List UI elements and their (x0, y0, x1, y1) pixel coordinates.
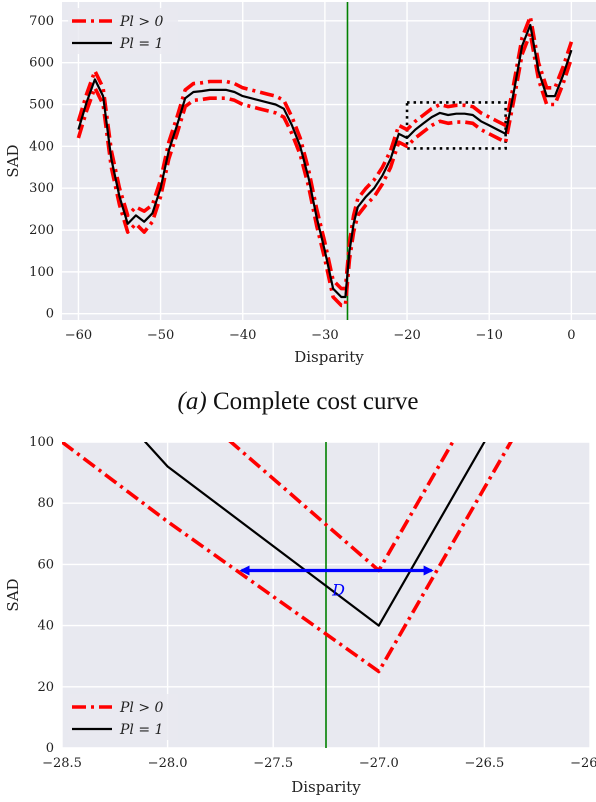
x-tick-label: −20 (393, 328, 420, 343)
arrow-label: D (331, 581, 345, 600)
legend: Pl > 0 Pl = 1 (68, 8, 178, 54)
series-line-pl-gt-0 (76, 31, 574, 308)
y-tick-label: 0 (46, 307, 54, 322)
y-tick-label: 200 (29, 223, 54, 238)
plot-content (76, 2, 574, 320)
y-tick-label: 400 (29, 139, 54, 154)
legend-label-pl-gt-0: Pl > 0 (119, 700, 164, 716)
x-tick-label: −27.5 (253, 756, 293, 771)
y-tick-label: 100 (29, 435, 54, 450)
caption-text: Complete cost curve (212, 388, 419, 415)
x-tick-label: −27.0 (359, 756, 399, 771)
x-axis-label: Disparity (294, 348, 364, 366)
series-line-pl-eq-1 (77, 23, 573, 299)
legend-box (68, 694, 178, 740)
complete-cost-curve-chart: −60 −50 −40 −30 −20 −10 0 0 100 200 300 400 500 600 70… (4, 2, 596, 366)
series-line-pl-eq-1 (143, 442, 486, 627)
legend-label-pl-eq-1: Pl = 1 (119, 36, 163, 52)
legend: Pl > 0 Pl = 1 (68, 694, 178, 740)
series-line-pl-gt-0 (76, 14, 574, 291)
y-tick-label: 700 (29, 14, 54, 29)
x-tick-label: −50 (147, 328, 174, 343)
x-tick-label: −30 (311, 328, 338, 343)
caption-label: (a) (177, 388, 207, 415)
zoomed-cost-curve-chart: −28.5 −28.0 −27.5 −27.0 −26.5 −26.0 0 20 40 60 80 1… (4, 435, 596, 796)
y-tick-label: 0 (46, 741, 54, 756)
y-tick-label: 500 (29, 98, 54, 113)
x-tick-label: −40 (229, 328, 256, 343)
y-tick-label: 80 (37, 496, 54, 511)
figure-caption: (a) Complete cost curve (0, 388, 596, 416)
x-tick-label: −26.0 (570, 756, 596, 771)
series-line-pl-gt-0 (62, 442, 513, 674)
y-axis-label: SAD (4, 578, 22, 611)
x-tick-label: −26.5 (464, 756, 504, 771)
legend-label-pl-eq-1: Pl = 1 (119, 722, 163, 738)
y-tick-label: 300 (29, 181, 54, 196)
y-tick-label: 600 (29, 56, 54, 71)
x-tick-label: −60 (65, 328, 92, 343)
y-tick-label: 40 (37, 619, 54, 634)
x-tick-label: −10 (475, 328, 502, 343)
y-tick-label: 60 (37, 557, 54, 572)
legend-label-pl-gt-0: Pl > 0 (119, 14, 164, 30)
plot-content: D (62, 442, 513, 748)
y-axis-label: SAD (4, 144, 22, 177)
y-tick-label: 20 (37, 680, 54, 695)
x-tick-label: −28.0 (148, 756, 188, 771)
x-tick-label: −28.5 (42, 756, 82, 771)
x-axis-label: Disparity (291, 778, 361, 796)
legend-box (68, 8, 178, 54)
y-tick-label: 100 (29, 265, 54, 280)
x-tick-label: 0 (567, 328, 575, 343)
